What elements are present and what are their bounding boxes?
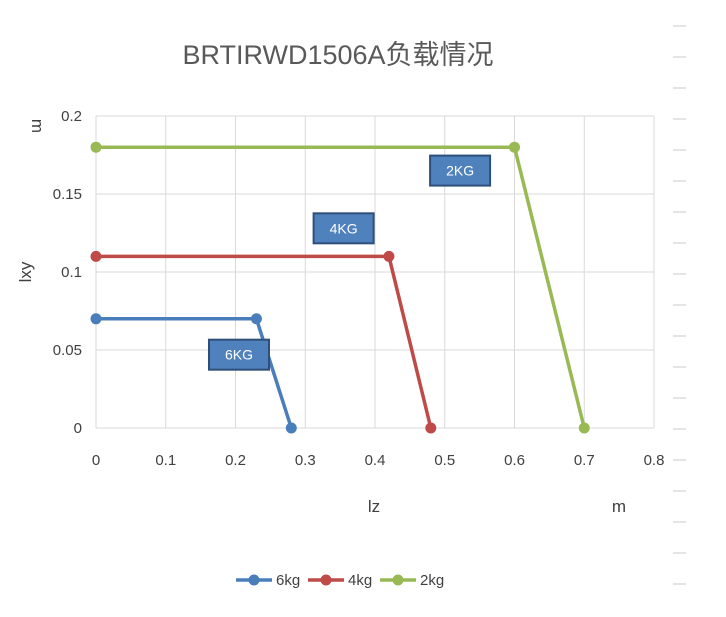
tag-label: 6KG <box>225 347 253 363</box>
x-tick-label: 0.8 <box>644 452 665 469</box>
x-tick-label: 0 <box>92 452 100 469</box>
x-tick-label: 0.4 <box>365 452 386 469</box>
series-tag-2kg: 2KG <box>429 154 492 187</box>
data-point <box>383 250 395 262</box>
series-tag-6kg: 6KG <box>207 338 270 371</box>
y-tick-label: 0.15 <box>53 186 82 203</box>
y-axis-title: lxy <box>16 261 35 282</box>
series-layer <box>90 141 590 434</box>
x-axis-title: lz <box>368 497 380 516</box>
legend-item-4kg: 4kg <box>308 572 372 589</box>
x-axis-ticks: 0 0.1 0.2 0.3 0.4 0.5 0.6 0.7 0.8 <box>92 452 665 469</box>
right-edge-dashes <box>673 25 686 585</box>
data-point <box>285 422 297 434</box>
y-axis-unit: m <box>28 119 47 133</box>
series-2kg <box>90 141 590 434</box>
series-4kg <box>90 250 437 434</box>
tag-box <box>429 154 492 187</box>
legend-label: 6kg <box>276 572 300 589</box>
legend-item-2kg: 2kg <box>380 572 444 589</box>
chart-title: BRTIRWD1506A负载情况 <box>182 40 493 70</box>
data-point <box>90 250 102 262</box>
y-tick-label: 0.05 <box>53 342 82 359</box>
x-tick-label: 0.3 <box>295 452 316 469</box>
series-tags: 6KG 4KG 2KG <box>207 154 492 371</box>
legend-swatch-marker <box>392 574 404 586</box>
series-6kg <box>90 313 297 434</box>
gridlines <box>95 115 655 429</box>
legend-label: 4kg <box>348 572 372 589</box>
y-tick-label: 0.1 <box>61 264 82 281</box>
tag-label: 2KG <box>446 163 474 179</box>
x-tick-label: 0.7 <box>574 452 595 469</box>
legend-label: 2kg <box>420 572 444 589</box>
data-point <box>509 141 520 153</box>
x-tick-label: 0.5 <box>434 452 455 469</box>
legend-item-6kg: 6kg <box>236 572 300 589</box>
series-tag-4kg: 4KG <box>312 212 375 245</box>
data-point <box>90 141 102 153</box>
legend-swatch-marker <box>248 574 260 586</box>
legend-swatch-marker <box>320 574 332 586</box>
x-tick-label: 0.1 <box>155 452 176 469</box>
y-tick-label: 0 <box>74 420 82 437</box>
series-line <box>96 317 293 429</box>
x-tick-label: 0.6 <box>504 452 525 469</box>
y-tick-label: 0.2 <box>61 108 82 125</box>
tag-label: 4KG <box>330 220 358 236</box>
data-point <box>578 422 590 434</box>
x-tick-label: 0.2 <box>225 452 246 469</box>
data-point <box>90 313 102 325</box>
x-axis-unit: m <box>612 497 626 516</box>
tag-box <box>312 212 375 245</box>
data-point <box>425 422 437 434</box>
series-line <box>96 145 586 429</box>
legend: 6kg 4kg 2kg <box>236 572 444 589</box>
data-point <box>250 313 262 325</box>
tag-box <box>207 338 270 371</box>
y-axis-ticks: 0 0.05 0.1 0.15 0.2 <box>53 108 82 437</box>
